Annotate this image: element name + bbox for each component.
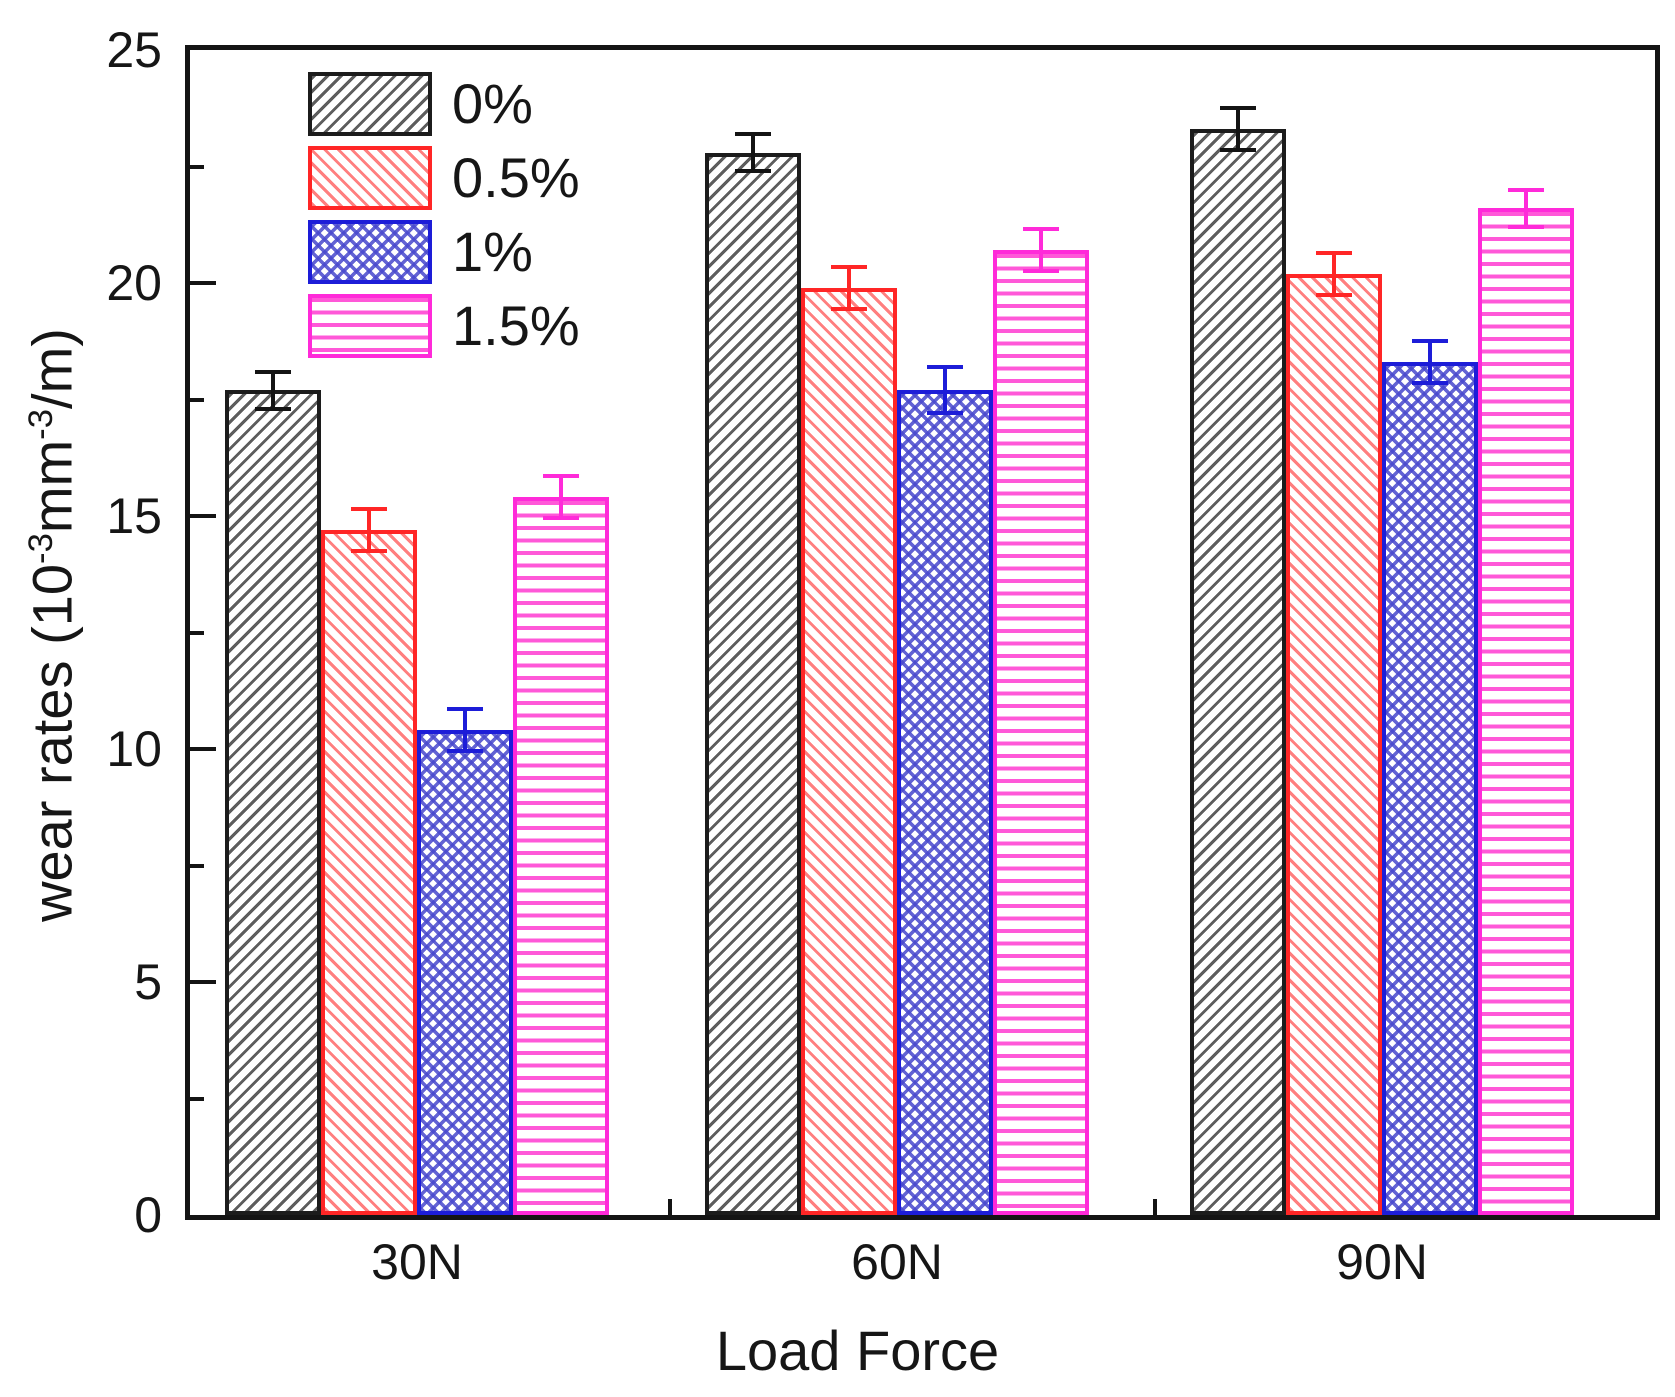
y-axis-tick-labels: 0 5 10 15 20 25 xyxy=(0,0,162,1397)
y-tick-label: 5 xyxy=(134,954,162,1010)
y-tick-minor xyxy=(190,164,204,169)
error-bar-cap xyxy=(831,307,867,311)
bar-60N-0% xyxy=(705,153,801,1215)
bar-90N-0% xyxy=(1190,129,1286,1215)
bar-90N-1% xyxy=(1382,362,1478,1215)
legend-swatch-1.5% xyxy=(308,294,432,358)
error-bar-cap xyxy=(255,370,291,374)
error-bar-cap xyxy=(927,411,963,415)
plot-frame: 0% 0.5% 1% 1.5% xyxy=(185,45,1660,1220)
x-axis-tick-labels: 30N 60N 90N xyxy=(185,1232,1660,1294)
y-tick-major xyxy=(190,281,216,285)
error-bar-cap xyxy=(543,516,579,520)
legend: 0% 0.5% 1% 1.5% xyxy=(308,72,580,368)
y-tick-label: 20 xyxy=(106,255,162,311)
bar-30N-1.5% xyxy=(513,497,609,1215)
x-category-label-90N: 90N xyxy=(1336,1234,1428,1290)
error-bar-cap xyxy=(447,707,483,711)
error-bar-cap xyxy=(1220,106,1256,110)
error-bar-cap xyxy=(735,169,771,173)
legend-item-0%: 0% xyxy=(308,72,580,136)
legend-swatch-1% xyxy=(308,220,432,284)
error-bar-cap xyxy=(1412,339,1448,343)
x-tick-minor xyxy=(1153,1199,1157,1215)
legend-item-1.5%: 1.5% xyxy=(308,294,580,358)
legend-label-0.5%: 0.5% xyxy=(452,146,580,209)
x-tick-minor xyxy=(668,1199,672,1215)
error-bar-90N-1.5% xyxy=(1524,190,1528,227)
bar-90N-1.5% xyxy=(1478,208,1574,1215)
legend-swatch-0% xyxy=(308,72,432,136)
error-bar-60N-0% xyxy=(751,134,755,171)
error-bar-cap xyxy=(1508,188,1544,192)
legend-item-1%: 1% xyxy=(308,220,580,284)
y-tick-major xyxy=(190,980,216,984)
error-bar-30N-1% xyxy=(463,709,467,751)
y-tick-major xyxy=(190,747,216,751)
error-bar-cap xyxy=(1412,381,1448,385)
y-tick-minor xyxy=(190,397,204,402)
legend-swatch-0.5% xyxy=(308,146,432,210)
error-bar-60N-1.5% xyxy=(1039,229,1043,271)
bar-90N-0.5% xyxy=(1286,274,1382,1215)
y-tick-label: 0 xyxy=(134,1187,162,1243)
error-bar-cap xyxy=(735,132,771,136)
legend-label-1%: 1% xyxy=(452,220,533,283)
y-tick-label: 10 xyxy=(106,721,162,777)
error-bar-90N-0.5% xyxy=(1332,253,1336,295)
y-tick-major xyxy=(190,514,216,518)
y-tick-minor xyxy=(190,863,204,868)
error-bar-cap xyxy=(927,365,963,369)
error-bar-cap xyxy=(1023,269,1059,273)
bar-60N-1% xyxy=(897,390,993,1215)
bar-30N-1% xyxy=(417,730,513,1215)
y-tick-minor xyxy=(190,630,204,635)
error-bar-cap xyxy=(1220,148,1256,152)
error-bar-cap xyxy=(1023,227,1059,231)
error-bar-cap xyxy=(1508,225,1544,229)
plot-area: 0% 0.5% 1% 1.5% xyxy=(190,50,1655,1215)
error-bar-cap xyxy=(1316,251,1352,255)
legend-label-1.5%: 1.5% xyxy=(452,294,580,357)
error-bar-60N-1% xyxy=(943,367,947,413)
error-bar-cap xyxy=(351,507,387,511)
error-bar-90N-1% xyxy=(1428,341,1432,383)
bar-60N-0.5% xyxy=(801,288,897,1215)
y-tick-label: 15 xyxy=(106,488,162,544)
bar-30N-0.5% xyxy=(321,530,417,1215)
x-axis-title: Load Force xyxy=(715,1319,1000,1382)
legend-item-0.5%: 0.5% xyxy=(308,146,580,210)
error-bar-30N-0.5% xyxy=(367,509,371,551)
x-category-label-30N: 30N xyxy=(371,1234,463,1290)
bar-30N-0% xyxy=(225,390,321,1215)
error-bar-cap xyxy=(447,749,483,753)
legend-label-0%: 0% xyxy=(452,72,533,135)
error-bar-cap xyxy=(831,265,867,269)
bar-60N-1.5% xyxy=(993,250,1089,1215)
x-category-label-60N: 60N xyxy=(851,1234,943,1290)
error-bar-cap xyxy=(543,474,579,478)
error-bar-30N-1.5% xyxy=(559,476,563,518)
y-tick-label: 25 xyxy=(106,22,162,78)
error-bar-90N-0% xyxy=(1236,108,1240,150)
y-tick-minor xyxy=(190,1096,204,1101)
error-bar-cap xyxy=(351,549,387,553)
error-bar-60N-0.5% xyxy=(847,267,851,309)
error-bar-cap xyxy=(255,407,291,411)
error-bar-cap xyxy=(1316,293,1352,297)
error-bar-30N-0% xyxy=(271,372,275,409)
